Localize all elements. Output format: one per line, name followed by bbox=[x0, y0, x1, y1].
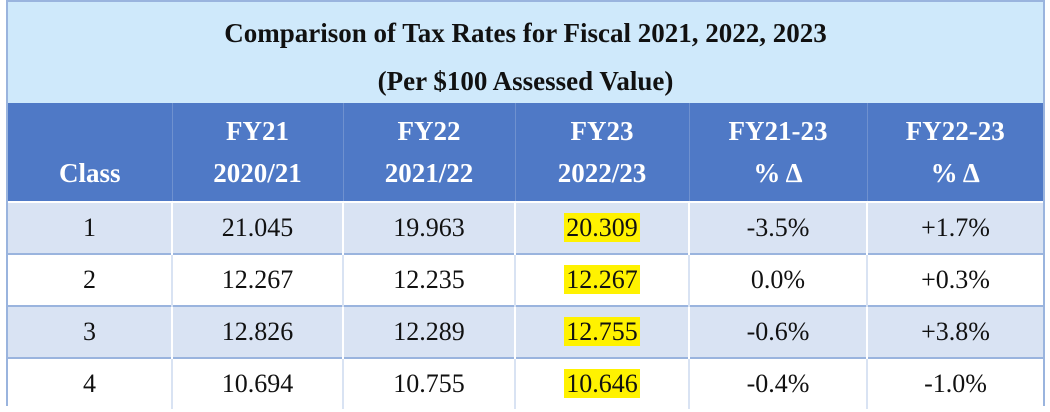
header-fy21: FY21 2020/21 bbox=[171, 103, 343, 202]
header-fy21-23-unit: % Δ bbox=[753, 158, 803, 188]
cell-fy23: 12.755 bbox=[514, 305, 689, 358]
header-fy22: FY22 2021/22 bbox=[342, 103, 515, 202]
header-fy22-label: FY22 bbox=[397, 116, 461, 146]
cell-fy23: 10.646 bbox=[514, 357, 689, 409]
cell-fy21: 10.694 bbox=[171, 357, 343, 409]
header-fy21-23-change: FY21-23 % Δ bbox=[688, 103, 867, 202]
cell-fy22: 12.235 bbox=[342, 253, 515, 306]
cell-fy22-23-change: -1.0% bbox=[866, 357, 1043, 409]
table-title-block: Comparison of Tax Rates for Fiscal 2021,… bbox=[8, 2, 1043, 103]
cell-class: 1 bbox=[8, 201, 172, 254]
cell-class: 4 bbox=[8, 357, 172, 409]
highlighted-fy23-value: 10.646 bbox=[564, 369, 640, 398]
cell-fy22: 19.963 bbox=[342, 201, 515, 254]
cell-fy22-23-change: +0.3% bbox=[866, 253, 1043, 306]
header-fy23-label: FY23 bbox=[570, 116, 634, 146]
cell-fy21-23-change: -0.6% bbox=[688, 305, 867, 358]
cell-fy21: 12.267 bbox=[171, 253, 343, 306]
header-fy22-year: 2021/22 bbox=[384, 158, 474, 188]
header-class-label: Class bbox=[58, 158, 121, 188]
cell-fy21-23-change: 0.0% bbox=[688, 253, 867, 306]
cell-fy21: 21.045 bbox=[171, 201, 343, 254]
cell-fy22: 10.755 bbox=[342, 357, 515, 409]
cell-class: 2 bbox=[8, 253, 172, 306]
table-subtitle: (Per $100 Assessed Value) bbox=[377, 66, 674, 96]
tax-rate-table: Class FY21 2020/21 FY22 2021/22 FY23 202… bbox=[8, 103, 1043, 409]
header-fy22-23-change: FY22-23 % Δ bbox=[866, 103, 1043, 202]
table-body: 1 21.045 19.963 20.309 -3.5% +1.7% 2 12.… bbox=[8, 201, 1043, 409]
cell-fy23: 20.309 bbox=[514, 201, 689, 254]
cell-fy21-23-change: -3.5% bbox=[688, 201, 867, 254]
header-fy21-year: 2020/21 bbox=[213, 158, 302, 188]
header-fy21-23-label: FY21-23 bbox=[728, 116, 828, 146]
table-row: 3 12.826 12.289 12.755 -0.6% +3.8% bbox=[8, 305, 1043, 358]
highlighted-fy23-value: 20.309 bbox=[564, 213, 640, 242]
header-fy21-label: FY21 bbox=[226, 116, 289, 146]
table-row: 2 12.267 12.235 12.267 0.0% +0.3% bbox=[8, 253, 1043, 306]
header-fy23-year: 2022/23 bbox=[557, 158, 647, 188]
cell-fy22-23-change: +3.8% bbox=[866, 305, 1043, 358]
cell-fy21: 12.826 bbox=[171, 305, 343, 358]
tax-rate-table-container: Comparison of Tax Rates for Fiscal 2021,… bbox=[6, 0, 1045, 409]
cell-fy22: 12.289 bbox=[342, 305, 515, 358]
header-class: Class bbox=[8, 103, 172, 202]
table-row: 4 10.694 10.755 10.646 -0.4% -1.0% bbox=[8, 357, 1043, 409]
highlighted-fy23-value: 12.267 bbox=[564, 265, 640, 294]
cell-fy23: 12.267 bbox=[514, 253, 689, 306]
header-fy22-23-label: FY22-23 bbox=[905, 116, 1005, 146]
header-fy22-23-unit: % Δ bbox=[930, 158, 980, 188]
highlighted-fy23-value: 12.755 bbox=[564, 317, 640, 346]
cell-fy22-23-change: +1.7% bbox=[866, 201, 1043, 254]
table-header: Class FY21 2020/21 FY22 2021/22 FY23 202… bbox=[8, 103, 1043, 202]
cell-class: 3 bbox=[8, 305, 172, 358]
table-title: Comparison of Tax Rates for Fiscal 2021,… bbox=[224, 18, 827, 48]
cell-fy21-23-change: -0.4% bbox=[688, 357, 867, 409]
table-row: 1 21.045 19.963 20.309 -3.5% +1.7% bbox=[8, 201, 1043, 254]
header-fy23: FY23 2022/23 bbox=[514, 103, 689, 202]
header-row: Class FY21 2020/21 FY22 2021/22 FY23 202… bbox=[8, 103, 1043, 202]
